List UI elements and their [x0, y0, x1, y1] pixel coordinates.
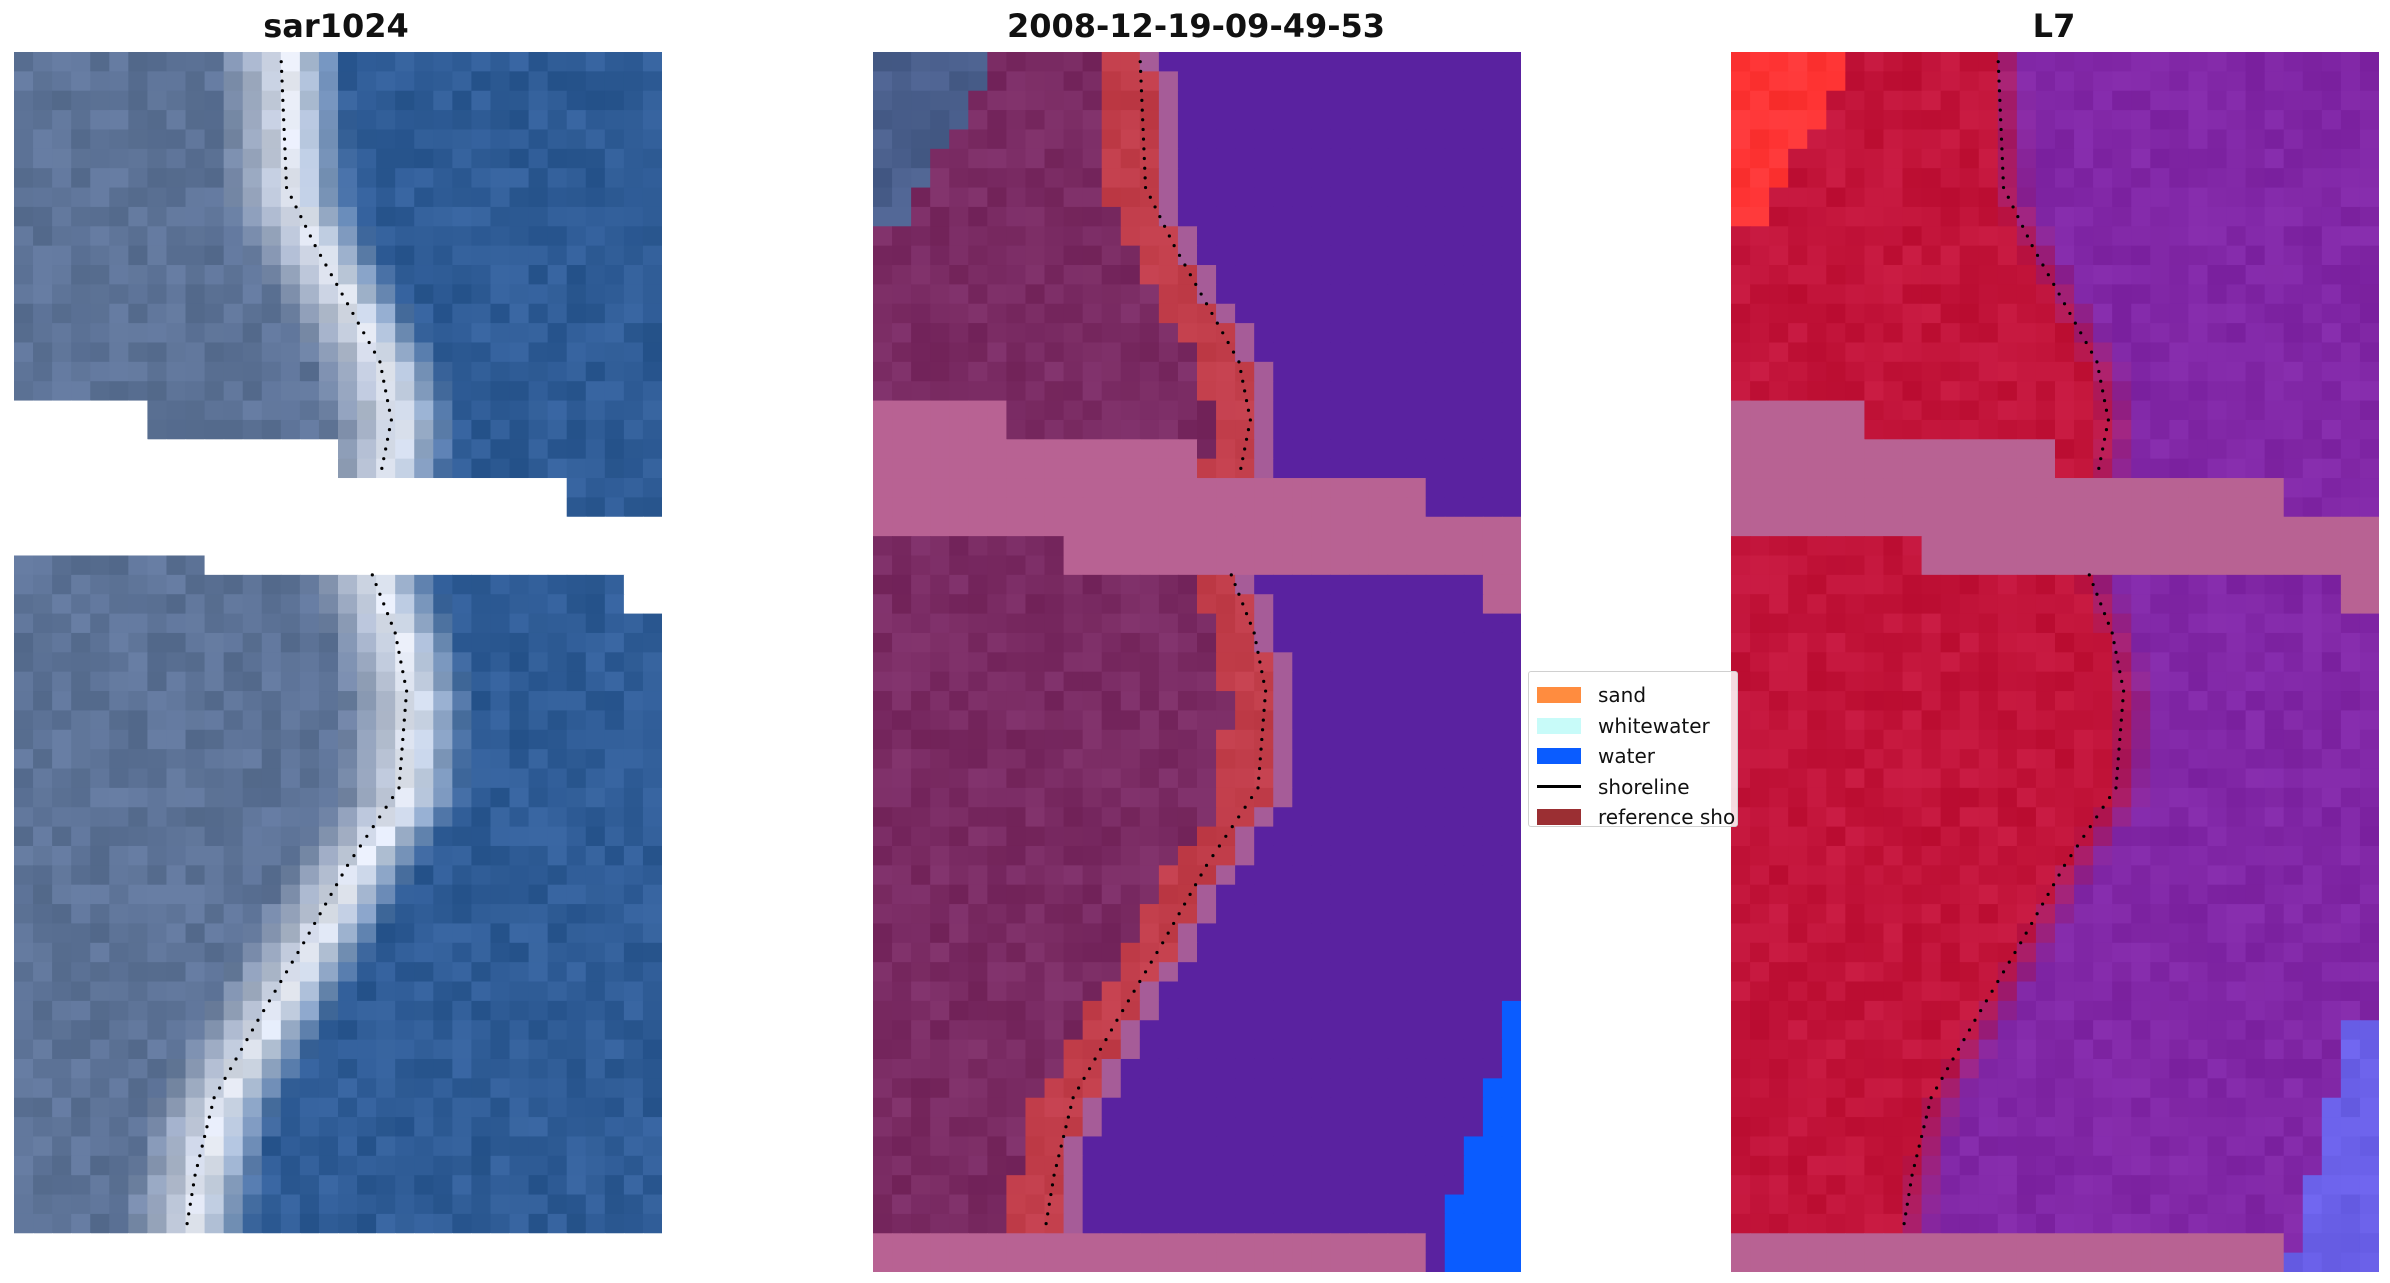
legend-item-reference-shoreline: reference shoreline [1537, 802, 1737, 827]
legend-swatch-whitewater [1537, 717, 1581, 734]
legend-item-whitewater: whitewater [1537, 711, 1737, 742]
legend-item-water: water [1537, 741, 1737, 772]
classified-image-panel [873, 52, 1521, 1272]
legend-swatch-reference-shoreline [1537, 809, 1581, 826]
legend-item-shoreline: shoreline [1537, 772, 1737, 803]
legend-swatch-sand [1537, 687, 1581, 704]
panel-title-false-color: L7 [2032, 7, 2076, 45]
legend-label-water: water [1598, 744, 1655, 769]
legend-label-shoreline: shoreline [1598, 774, 1690, 799]
false-color-image [1731, 52, 2379, 1272]
false-color-image-panel [1731, 52, 2379, 1272]
classified-image [873, 52, 1521, 1272]
legend-item-sand: sand [1537, 680, 1737, 711]
legend-label-reference-shoreline: reference shoreline [1598, 805, 1737, 827]
panel-title-rgb: sar1024 [263, 7, 409, 45]
legend-swatch-water [1537, 748, 1581, 765]
legend-label-whitewater: whitewater [1598, 713, 1710, 738]
legend: sand whitewater water shoreline referenc… [1528, 671, 1738, 827]
legend-swatch-shoreline [1537, 785, 1581, 789]
rgb-image-panel [14, 52, 662, 1272]
legend-label-sand: sand [1598, 683, 1647, 708]
panel-title-classified: 2008-12-19-09-49-53 [1006, 7, 1386, 45]
rgb-image [14, 52, 662, 1272]
